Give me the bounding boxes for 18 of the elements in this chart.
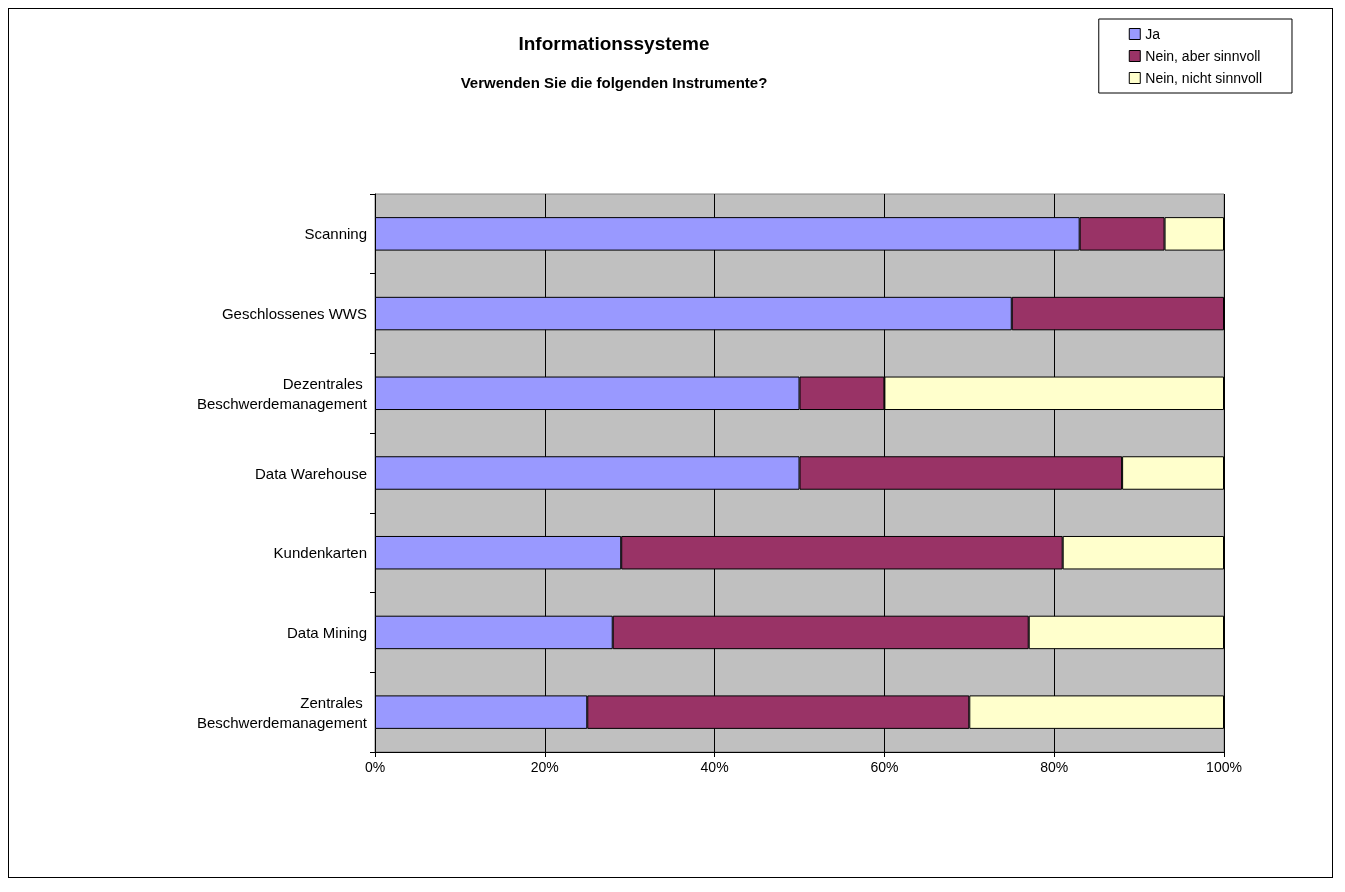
legend-label: Nein, aber sinnvoll	[1145, 48, 1261, 64]
legend-label: Nein, nicht sinnvoll	[1145, 70, 1263, 86]
x-tick-label: 0%	[364, 759, 386, 775]
chart-subtitle: Verwenden Sie die folgenden Instrumente?	[460, 74, 768, 91]
x-tick-label: 20%	[530, 759, 559, 775]
x-tick-label: 40%	[700, 759, 729, 775]
x-tick-label: 100%	[1206, 759, 1242, 775]
x-tick-label: 60%	[870, 759, 899, 775]
y-tick-label: Zentrales Beschwerdemanagement	[196, 693, 368, 731]
y-tick-label: Geschlossenes WWS	[221, 305, 367, 323]
y-tick-label: Scanning	[304, 225, 367, 243]
y-tick-label: Kundenkarten	[273, 544, 367, 562]
y-tick-label: Data Mining	[286, 623, 367, 641]
y-tick-label: Dezentrales Beschwerdemanagement	[196, 374, 368, 412]
y-tick-label: Data Warehouse	[254, 464, 367, 482]
legend-label: Ja	[1145, 26, 1161, 42]
chart-title: Informationssysteme	[518, 33, 710, 54]
x-tick-label: 80%	[1040, 759, 1069, 775]
